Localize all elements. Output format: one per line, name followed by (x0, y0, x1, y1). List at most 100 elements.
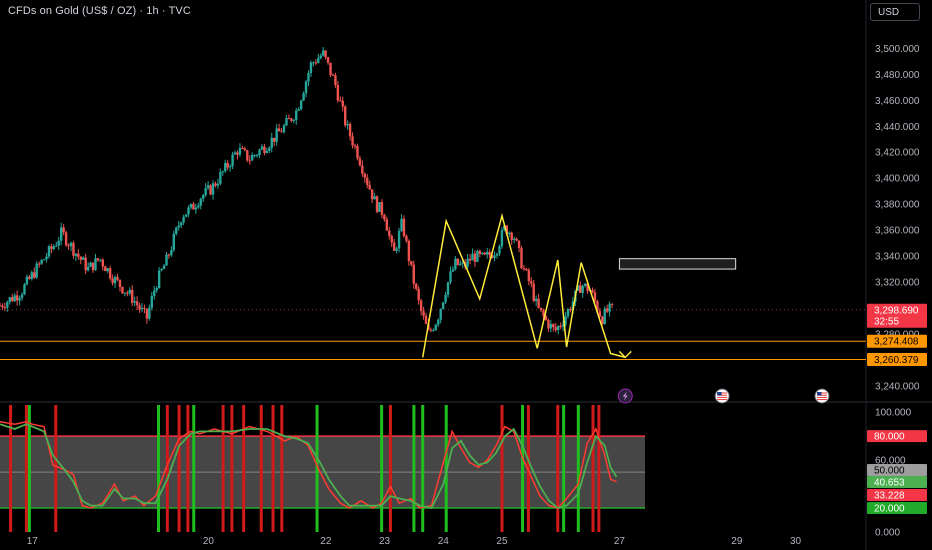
candle-body (473, 253, 477, 262)
candle-body (601, 316, 604, 324)
candle-body (314, 62, 318, 64)
candle-body (96, 258, 100, 261)
candle-body (304, 81, 308, 94)
candle-body (209, 185, 212, 195)
price-axis-tick: 3,460.000 (875, 96, 920, 107)
candle-body (329, 62, 332, 75)
candle-body (260, 146, 264, 150)
candle-body (339, 100, 342, 102)
candle-body (500, 229, 504, 247)
time-axis-label: 24 (438, 536, 450, 547)
candle-body (547, 320, 550, 329)
candle-body (79, 256, 82, 260)
support-price-tag-label: 3,274.408 (874, 337, 919, 348)
candle-body (444, 294, 447, 303)
candle-body (172, 233, 176, 250)
candle-body (13, 295, 16, 302)
candle-body (287, 118, 291, 120)
indicator-axis-tick: 0.000 (875, 528, 900, 539)
time-axis-label: 22 (320, 536, 332, 547)
candle-body (292, 120, 295, 122)
support-price-tag-2-label: 3,260.379 (874, 355, 919, 366)
candle-body (370, 189, 374, 200)
candle-body (275, 128, 278, 142)
candle-body (530, 281, 533, 284)
candle-body (402, 218, 406, 237)
candle-body (11, 297, 14, 302)
candle-body (197, 205, 200, 208)
candle-body (493, 255, 496, 258)
candle-body (221, 171, 224, 173)
candle-body (552, 324, 555, 328)
us-flag-icon-stripe (717, 399, 728, 401)
candle-body (598, 311, 602, 317)
candle-body (417, 288, 420, 301)
lightning-icon (617, 388, 633, 404)
candle-body (522, 268, 526, 270)
candle-body (182, 216, 185, 223)
candle-body (162, 265, 166, 270)
candle-body (77, 253, 80, 257)
candlestick-series (0, 46, 614, 335)
candle-body (495, 253, 499, 256)
candle-body (0, 305, 2, 307)
candle-body (265, 150, 269, 153)
candle-body (285, 118, 288, 126)
candle-body (579, 285, 582, 293)
candle-body (483, 252, 486, 255)
candle-body (23, 284, 26, 295)
pattern-zigzag-line (421, 212, 626, 359)
candle-body (123, 292, 127, 294)
candle-body (143, 307, 146, 309)
candle-body (160, 269, 163, 271)
candle-body (400, 218, 403, 231)
candle-body (486, 252, 489, 255)
candle-body (290, 118, 293, 121)
candle-body (236, 152, 239, 155)
indicator-level-tag: 50.000 (867, 464, 927, 477)
candle-body (18, 297, 21, 301)
candle-body (451, 269, 455, 272)
candle-body (353, 145, 357, 147)
candle-body (280, 131, 283, 133)
indicator-level-tag-bg (867, 476, 927, 488)
candle-body (508, 232, 511, 235)
candle-body (520, 247, 523, 269)
price-axis-tick: 3,400.000 (875, 174, 920, 185)
candle-body (358, 158, 362, 166)
support-price-tag: 3,274.408 (867, 334, 927, 348)
candle-body (177, 225, 180, 228)
candle-body (25, 276, 29, 285)
candle-body (192, 203, 195, 210)
candle-body (564, 316, 567, 325)
indicator-level-tag: 33.228 (867, 489, 927, 502)
candle-body (517, 240, 521, 248)
candle-body (380, 202, 384, 215)
candle-body (351, 136, 354, 146)
candle-body (118, 279, 122, 287)
candle-body (282, 125, 286, 133)
candle-body (30, 272, 34, 279)
candle-body (317, 58, 320, 64)
candle-body (91, 262, 95, 271)
indicator-red-series (0, 421, 617, 509)
candle-body (334, 75, 337, 86)
symbol-title: CFDs on Gold (US$ / OZ) · 1h · TVC (8, 5, 191, 17)
candle-body (459, 263, 462, 265)
us-flag-icon-stripe (717, 396, 728, 398)
candle-body (586, 283, 589, 292)
currency-selector-button[interactable]: USD (870, 3, 920, 21)
candle-body (45, 256, 48, 260)
candle-body (231, 154, 234, 167)
us-flag-icon-stripe (816, 392, 827, 394)
candle-body (537, 298, 540, 308)
indicator-level-tag-label: 50.000 (874, 466, 905, 477)
candle-body (175, 227, 178, 234)
candle-body (532, 283, 535, 301)
candle-body (510, 232, 513, 240)
candle-body (179, 222, 183, 226)
indicator-level-tag-bg (867, 489, 927, 501)
candle-body (363, 173, 366, 178)
candle-body (309, 62, 313, 74)
